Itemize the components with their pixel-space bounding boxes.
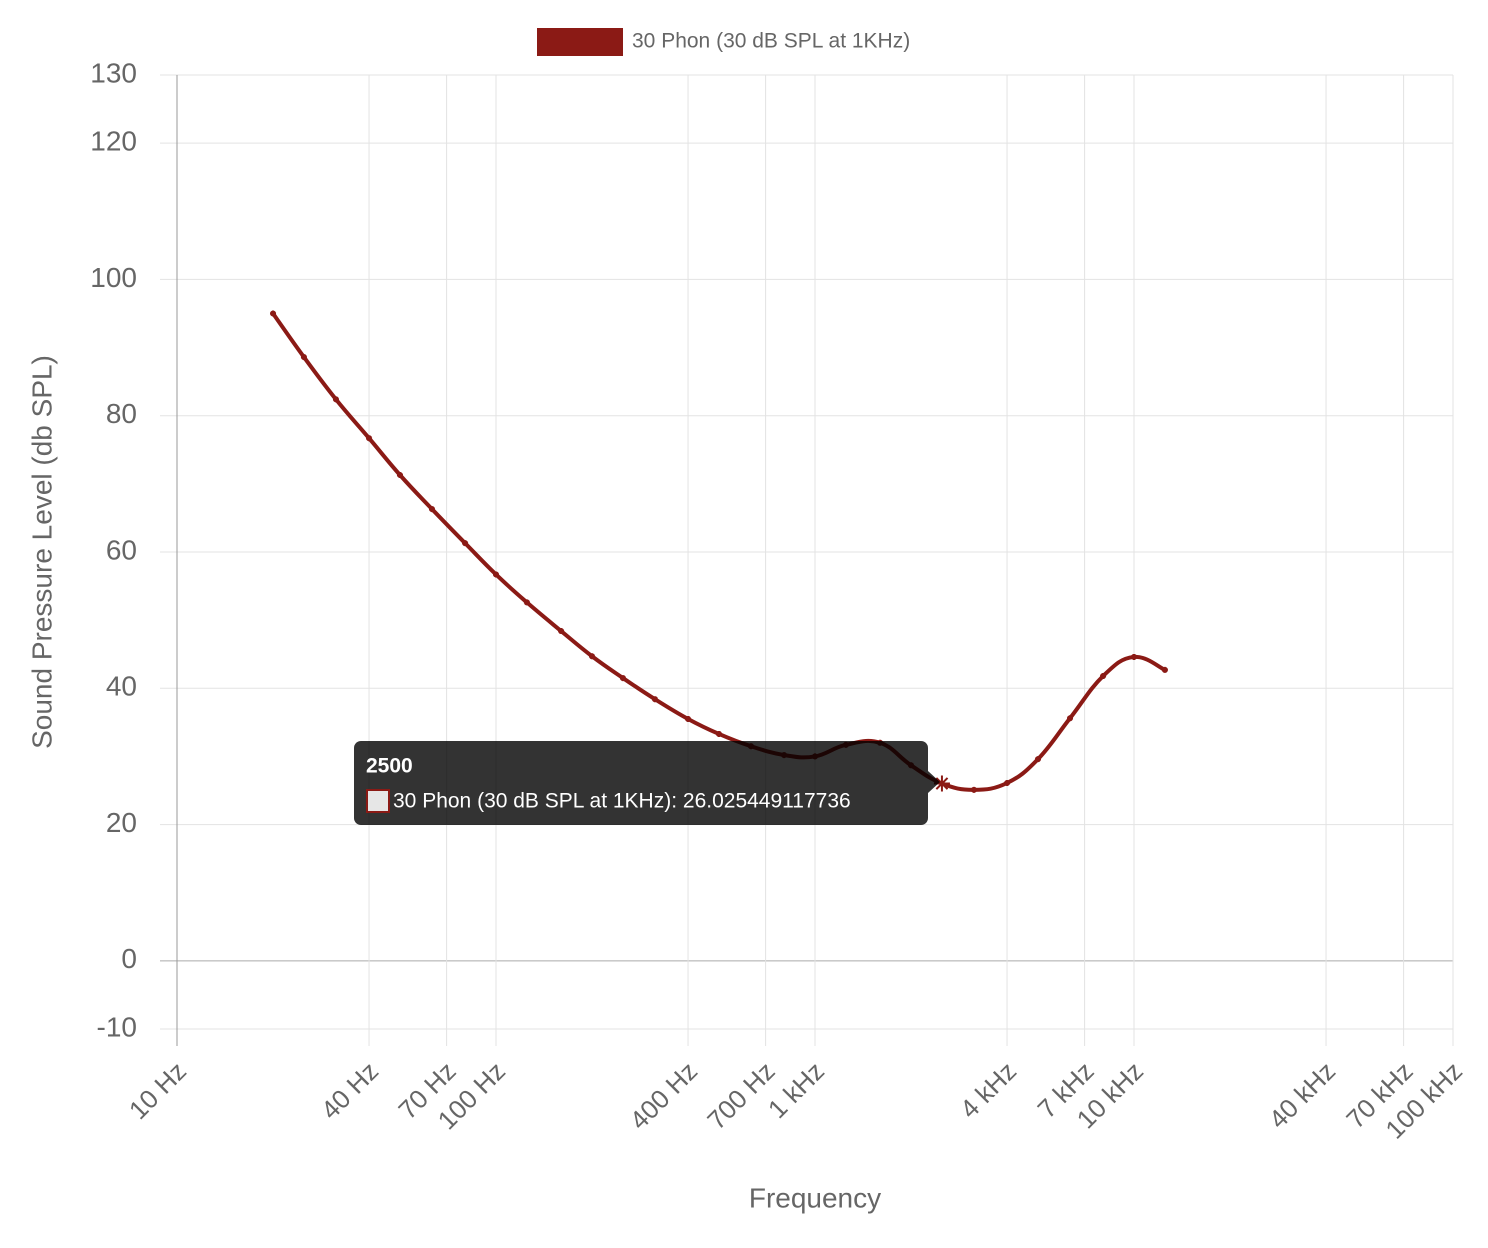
- point-marker: [1161, 666, 1168, 673]
- tooltip-caret: [928, 771, 940, 793]
- point-marker: [270, 310, 277, 317]
- y-tick-label: -10: [97, 1011, 137, 1042]
- x-tick-label: 1 kHz: [762, 1056, 830, 1124]
- point-marker: [558, 628, 565, 635]
- point-marker: [332, 396, 339, 403]
- x-tick-label: 400 Hz: [624, 1056, 703, 1135]
- legend-label: 30 Phon (30 dB SPL at 1KHz): [632, 30, 910, 53]
- y-tick-label: 0: [121, 943, 137, 974]
- y-tick-label: 60: [106, 534, 137, 565]
- point-marker: [619, 675, 626, 682]
- point-marker: [300, 354, 307, 361]
- tooltip-box: [354, 741, 928, 825]
- point-marker: [366, 435, 373, 442]
- point-marker: [651, 696, 658, 703]
- point-marker: [493, 571, 499, 578]
- tooltip: 2500 30 Phon (30 dB SPL at 1KHz): 26.0254…: [354, 741, 940, 825]
- point-marker: [1066, 715, 1073, 722]
- x-tick-label: 10 Hz: [123, 1056, 192, 1125]
- point-marker: [1100, 673, 1107, 680]
- point-marker: [1034, 756, 1041, 763]
- y-tick-label: 130: [90, 57, 137, 88]
- point-marker: [685, 715, 692, 722]
- point-marker: [1131, 653, 1137, 660]
- x-tick-label: 40 Hz: [315, 1056, 384, 1125]
- y-tick-label: 100: [90, 262, 137, 293]
- point-marker: [428, 506, 435, 513]
- tooltip-swatch: [366, 789, 390, 813]
- point-marker: [1004, 780, 1011, 787]
- x-tick-label: 40 kHz: [1263, 1056, 1341, 1134]
- point-marker: [589, 653, 596, 660]
- point-marker: [715, 730, 722, 737]
- tooltip-title: 2500: [366, 755, 413, 778]
- y-tick-label: 120: [90, 126, 137, 157]
- point-marker: [970, 786, 977, 793]
- y-axis-title: Sound Pressure Level (db SPL): [26, 355, 57, 749]
- point-marker: [523, 599, 530, 606]
- y-tick-label: 40: [106, 671, 137, 702]
- legend-swatch: [537, 28, 623, 56]
- point-marker: [396, 471, 403, 478]
- y-tick-label: 20: [106, 807, 137, 838]
- x-tick-label: 4 kHz: [954, 1056, 1022, 1124]
- tooltip-text: 30 Phon (30 dB SPL at 1KHz): 26.02544911…: [393, 790, 851, 813]
- y-tick-label: 80: [106, 398, 137, 429]
- point-marker: [933, 775, 950, 792]
- point-marker: [462, 540, 469, 547]
- x-axis-title: Frequency: [749, 1182, 881, 1213]
